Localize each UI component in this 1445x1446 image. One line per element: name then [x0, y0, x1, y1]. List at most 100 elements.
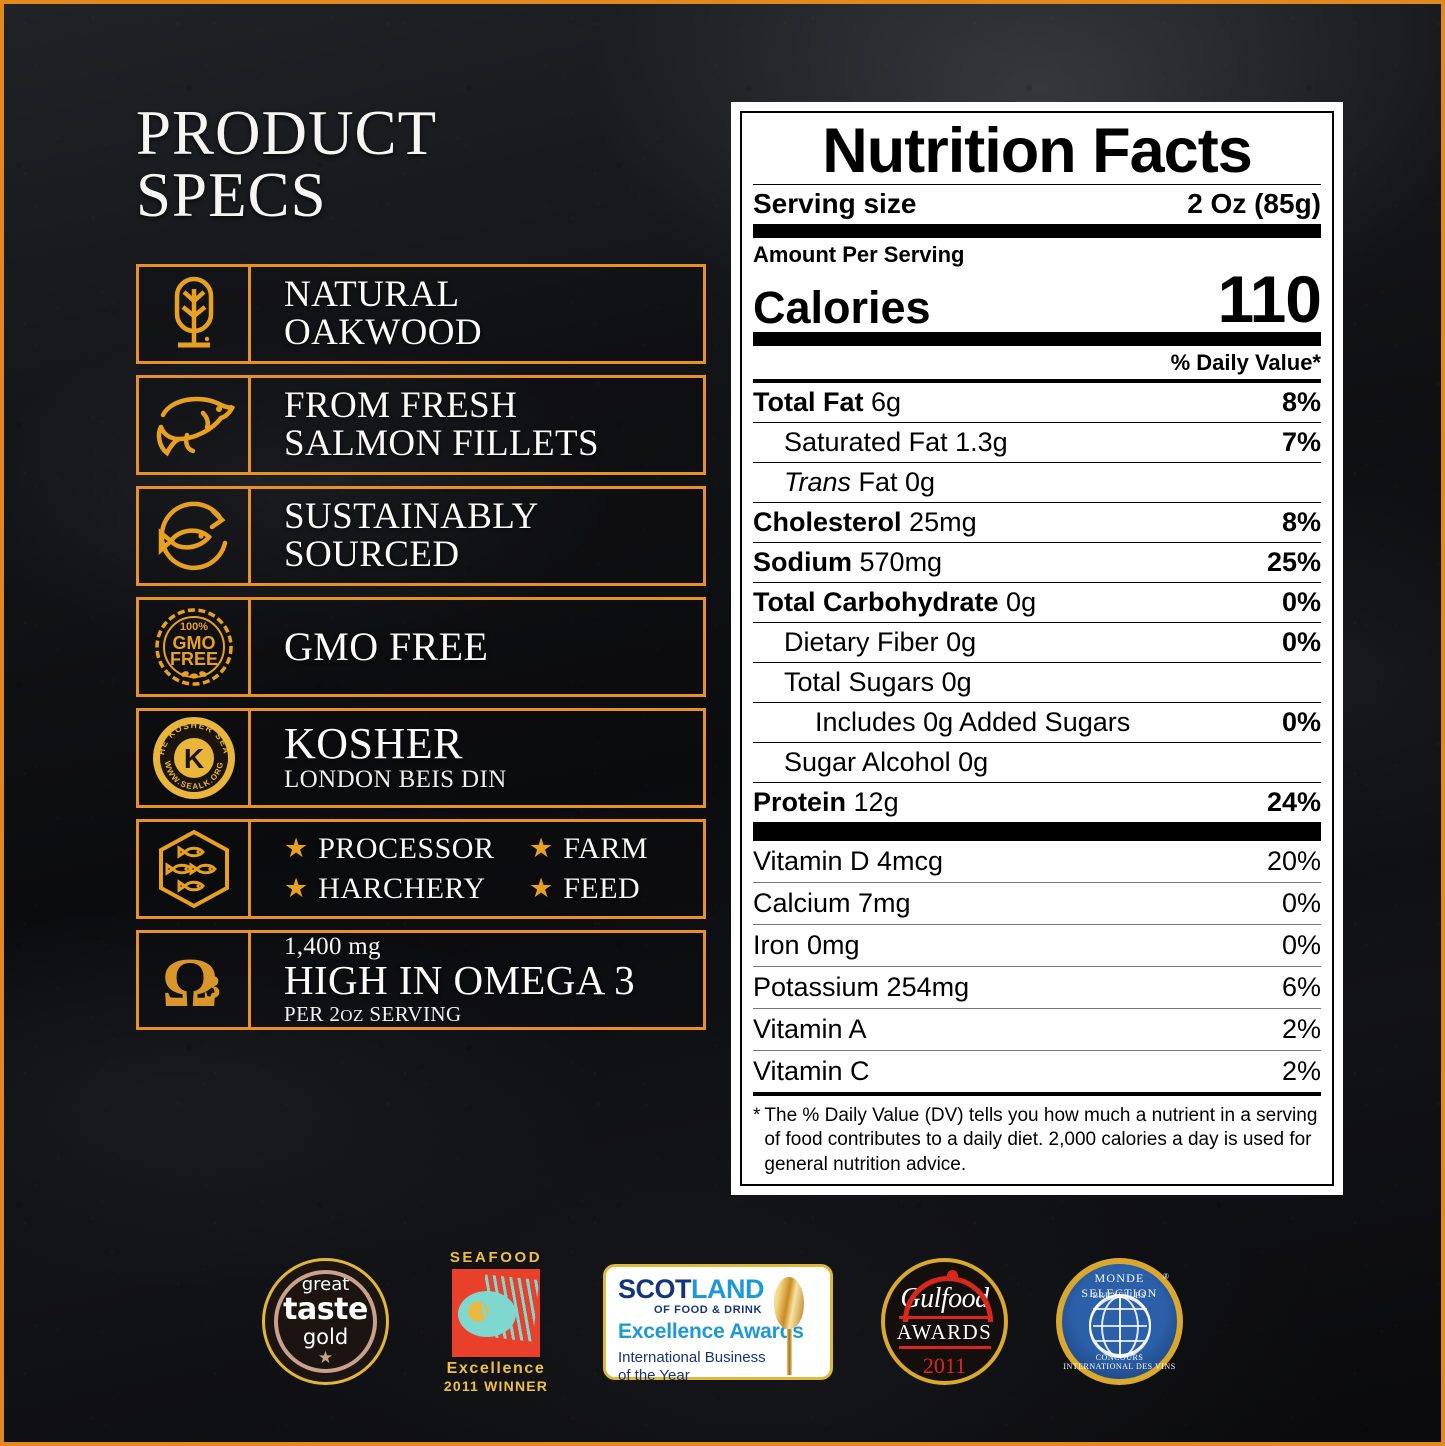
globe-latitude-line: [1092, 1324, 1147, 1327]
award-badges-row: great taste gold ★ SEAFOOD Excellence 20…: [4, 1249, 1441, 1394]
omega-per-suffix: SERVING: [363, 1002, 462, 1027]
nutrient-row-added-sugars: Includes 0g Added Sugars 0%: [753, 703, 1321, 744]
daily-value-footnote: * The % Daily Value (DV) tells you how m…: [753, 1096, 1321, 1177]
omega-number-text: 3: [203, 969, 220, 1006]
nutrient-name: Sugar Alcohol 0g: [753, 747, 988, 778]
nutrient-name: Total Sugars 0g: [753, 667, 972, 698]
spec-text-cell: ★ PROCESSOR ★ FARM ★ HARCHERY ★: [251, 822, 703, 916]
nutrition-facts-panel: Nutrition Facts Serving size 2 Oz (85g) …: [731, 102, 1343, 1195]
nutrient-dv: 8%: [1281, 507, 1321, 538]
great-taste-line2: taste: [283, 1292, 368, 1328]
nutrition-facts-title: Nutrition Facts: [822, 116, 1253, 186]
left-column: PRODUCT SPECS NATURAL OAKWOOD: [136, 102, 706, 1041]
nutrient-name: Total Carbohydrate 0g: [753, 587, 1036, 618]
calories-value: 110: [1217, 262, 1322, 336]
spec-row-kosher: K THE KOSHER SEAL WWW.SEALK.ORG KOSHER L…: [136, 707, 706, 808]
globe-latitude-line: [1092, 1339, 1147, 1342]
vitamin-row-vitamin-d: Vitamin D 4mcg 20%: [753, 841, 1321, 884]
vitamin-name: Vitamin D 4mcg: [753, 846, 944, 877]
nutrient-amount: 6g: [871, 387, 902, 418]
trace-item-farm: ★ FARM: [529, 832, 703, 866]
vitamin-name: Vitamin A: [753, 1014, 867, 1045]
nutrient-label: Includes 0g Added Sugars: [815, 707, 1131, 738]
gulfood-year-text: 2011: [922, 1352, 967, 1378]
monde-top-text: MONDE SELECTION: [1081, 1271, 1156, 1300]
nutrient-label: Trans: [784, 467, 852, 498]
award-badge-seafood-excellence: SEAFOOD Excellence 2011 WINNER: [437, 1249, 555, 1394]
footnote-star: *: [753, 1105, 761, 1127]
nutrient-row-total-fat: Total Fat 6g 8%: [753, 383, 1321, 424]
star-icon: ★: [284, 873, 309, 904]
seafood-top-text: SEAFOOD: [449, 1249, 543, 1266]
monde-bottom-text: CONCOURS INTERNATIONAL DES VINS: [1063, 1353, 1176, 1371]
monde-selection-seal: MONDE SELECTION ® BRUXELLES CONCOURS INT…: [1056, 1258, 1183, 1385]
spec-text-cell: NATURAL OAKWOOD: [251, 267, 703, 361]
gulfood-awards-seal: Gulfood AWARDS 2011: [881, 1258, 1008, 1385]
serving-size-value: 2 Oz (85g): [1187, 188, 1321, 219]
omega-per-unit: OZ: [340, 1006, 364, 1026]
scotland-award-title: Excellence Awards: [618, 1319, 804, 1343]
seafood-excellence-seal: SEAFOOD Excellence 2011 WINNER: [437, 1249, 555, 1394]
spoon-bowl: [774, 1276, 804, 1329]
spec-row-traceability: ★ PROCESSOR ★ FARM ★ HARCHERY ★: [136, 818, 706, 919]
nutrient-row-protein: Protein 12g 24%: [753, 783, 1321, 822]
omega-glyph-text: Ω: [161, 945, 217, 1018]
scotland-award-seal: SCOTLAND OF FOOD & DRINK Excellence Awar…: [603, 1263, 833, 1384]
omega-headline: HIGH IN OMEGA 3: [284, 957, 636, 1004]
sustainable-fish-icon: [139, 488, 251, 583]
nutrient-dv: 24%: [1266, 787, 1321, 818]
vitamin-name: Iron 0mg: [753, 930, 860, 961]
nutrient-row-sugar-alcohol: Sugar Alcohol 0g: [753, 743, 1321, 784]
nutrient-dv: 8%: [1281, 387, 1321, 418]
trace-label: FARM: [563, 831, 649, 865]
star-icon: ★: [529, 873, 554, 904]
gmo-line2-text: FREE: [169, 649, 217, 669]
scotland-word-dark: SCOT: [618, 1273, 692, 1304]
nutrient-row-sodium: Sodium 570mg 25%: [753, 543, 1321, 584]
nutrient-row-total-sugars: Total Sugars 0g: [753, 663, 1321, 704]
kosher-letter-text: K: [183, 743, 203, 774]
nutrition-facts-inner: Nutrition Facts Serving size 2 Oz (85g) …: [740, 111, 1334, 1186]
spec-list: NATURAL OAKWOOD FROM FRESH SALMO: [136, 263, 706, 1030]
spec-text-cell: SUSTAINABLY SOURCED: [251, 489, 703, 583]
oak-tree-icon: [139, 266, 251, 361]
divider-med: [753, 1092, 1321, 1097]
spec-row-gmo-free: 100% GMO FREE GMO FREE: [136, 596, 706, 697]
serving-size-label: Serving size: [753, 188, 917, 219]
omega-per-prefix: PER 2: [284, 1002, 341, 1027]
nutrient-name: Cholesterol 25mg: [753, 507, 977, 538]
great-taste-line3: gold: [302, 1324, 349, 1349]
nutrient-label: Total Carbohydrate: [753, 587, 999, 618]
trace-item-harchery: ★ HARCHERY: [284, 872, 529, 906]
nutrient-label: Sugar Alcohol: [784, 747, 951, 778]
spec-text-cell: KOSHER LONDON BEIS DIN: [251, 711, 703, 805]
nutrient-amount: 570mg: [859, 547, 943, 578]
vitamin-dv: 0%: [1281, 888, 1321, 919]
great-taste-line1: great: [301, 1274, 350, 1296]
spec-label: SUSTAINABLY SOURCED: [284, 495, 539, 575]
trace-label: FEED: [563, 871, 641, 905]
fish-hexagon-icon: [139, 821, 251, 916]
gulfood-awards-text: AWARDS: [896, 1319, 993, 1344]
nutrient-dv: 25%: [1266, 547, 1321, 578]
nutrient-label: Dietary Fiber: [784, 627, 939, 658]
nutrient-name: Saturated Fat 1.3g: [753, 427, 1008, 458]
gmo-pct-text: 100%: [179, 621, 207, 633]
vitamin-row-vitamin-c: Vitamin C 2%: [753, 1051, 1321, 1092]
spec-label: GMO FREE: [284, 624, 489, 670]
spec-label: NATURAL OAKWOOD: [284, 273, 483, 353]
calories-row: Calories 110: [753, 262, 1322, 336]
trace-item-feed: ★ FEED: [529, 872, 703, 906]
star-icon: ★: [317, 1347, 334, 1368]
nutrient-amount: 0g: [1006, 587, 1037, 618]
award-badge-great-taste-gold: great taste gold ★: [262, 1258, 389, 1385]
registered-trademark-icon: ®: [1162, 1272, 1169, 1281]
trace-label: PROCESSOR: [318, 831, 495, 865]
nutrient-row-total-carbohydrate: Total Carbohydrate 0g 0%: [753, 583, 1321, 624]
nutrient-name: Sodium 570mg: [753, 547, 942, 578]
spec-row-sustainably-sourced: SUSTAINABLY SOURCED: [136, 485, 706, 586]
vitamin-dv: 20%: [1266, 846, 1321, 877]
page-title: PRODUCT SPECS: [136, 98, 438, 231]
nutrient-row-cholesterol: Cholesterol 25mg 8%: [753, 503, 1321, 544]
